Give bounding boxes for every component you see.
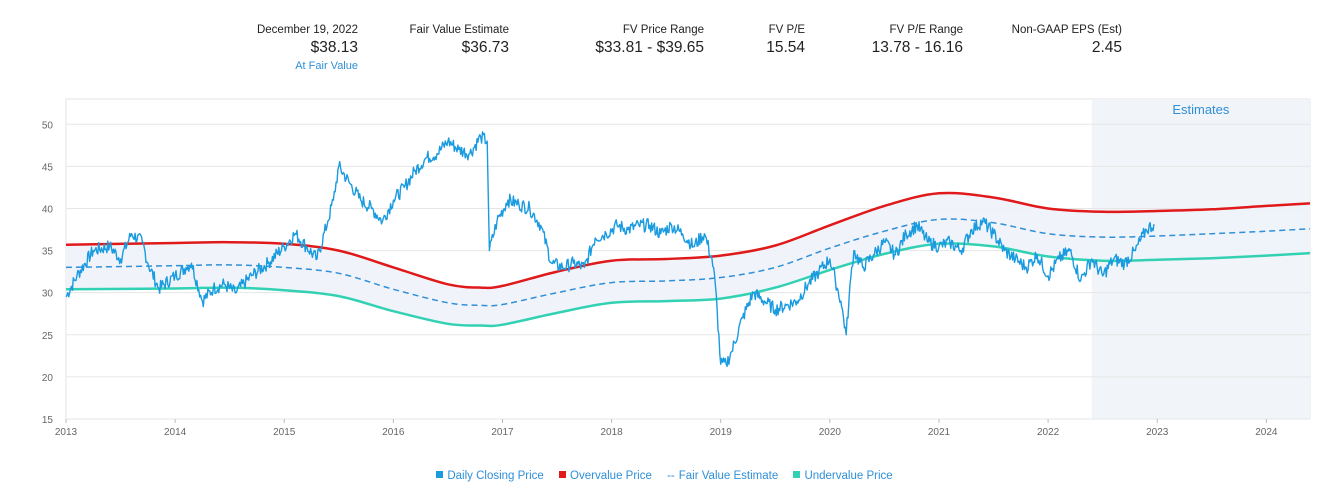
stat-eps: Non-GAAP EPS (Est) 2.45 (1012, 22, 1122, 58)
fair-value-line (65, 218, 1311, 307)
fv-pe-value: 15.54 (766, 39, 805, 56)
chart-legend: Daily Closing Price Overvalue Price -- Fa… (0, 470, 1329, 482)
valuation-status[interactable]: At Fair Value (295, 60, 358, 72)
x-tick-label: 2014 (164, 427, 187, 438)
undervalue-line (65, 242, 1311, 328)
fv-pe-range-label: FV P/E Range (889, 24, 963, 36)
overvalue-line (65, 191, 1311, 290)
y-tick-label: 45 (42, 162, 54, 173)
y-tick-label: 35 (42, 247, 54, 258)
x-tick-label: 2016 (382, 427, 405, 438)
fair-value-label: Fair Value Estimate (409, 24, 510, 36)
legend-label-overvalue: Overvalue Price (570, 470, 652, 482)
current-price: $38.13 (310, 39, 358, 56)
eps-label: Non-GAAP EPS (Est) (1011, 24, 1122, 36)
stat-fair-value: Fair Value Estimate $36.73 (410, 22, 510, 58)
legend-item-price[interactable]: Daily Closing Price (436, 470, 544, 482)
fair-value-estimate: $36.73 (461, 39, 509, 56)
legend-swatch-undervalue (793, 471, 801, 478)
legend-swatch-fair-value: -- (667, 470, 675, 482)
fv-pe-range-value: 13.78 - 16.16 (871, 39, 963, 56)
x-tick-label: 2019 (710, 427, 733, 438)
price-line (65, 131, 1155, 368)
stat-date-price: December 19, 2022 $38.13 At Fair Value (257, 22, 358, 74)
x-tick-label: 2024 (1255, 427, 1278, 438)
x-tick-label: 2018 (600, 427, 623, 438)
legend-label-undervalue: Undervalue Price (804, 470, 893, 482)
valuation-band (66, 193, 1310, 326)
legend-swatch-overvalue (559, 471, 567, 478)
fv-price-range: $33.81 - $39.65 (595, 39, 704, 56)
x-tick-label: 2015 (273, 427, 296, 438)
eps-value: 2.45 (1091, 39, 1122, 56)
x-tick-label: 2022 (1037, 427, 1060, 438)
stat-fv-pe-range: FV P/E Range 13.78 - 16.16 (872, 22, 963, 58)
y-tick-label: 40 (42, 204, 54, 215)
valuation-chart: Estimates 15 20 25 30 35 40 45 50 2013 2014 2015 201… (42, 98, 1311, 438)
x-tick-label: 2020 (819, 427, 842, 438)
x-tick-label: 2023 (1146, 427, 1169, 438)
legend-item-fair-value[interactable]: -- Fair Value Estimate (667, 470, 778, 482)
legend-label-price: Daily Closing Price (447, 470, 544, 482)
y-tick-label: 15 (42, 415, 54, 426)
estimates-label: Estimates (1172, 102, 1230, 117)
legend-item-overvalue[interactable]: Overvalue Price (559, 470, 652, 482)
fv-range-label: FV Price Range (622, 24, 704, 36)
stat-fv-pe: FV P/E 15.54 (766, 22, 805, 58)
y-tick-label: 20 (42, 373, 54, 384)
x-tick-label: 2021 (928, 427, 951, 438)
legend-label-fair-value: Fair Value Estimate (678, 470, 779, 482)
y-tick-label: 25 (42, 331, 54, 342)
y-tick-label: 50 (42, 120, 54, 131)
legend-swatch-price (436, 471, 444, 478)
x-tick-label: 2013 (55, 427, 78, 438)
stat-fv-range: FV Price Range $33.81 - $39.65 (595, 22, 704, 58)
date-label: December 19, 2022 (256, 24, 358, 36)
x-tick-label: 2017 (491, 427, 514, 438)
legend-item-undervalue[interactable]: Undervalue Price (793, 470, 893, 482)
fv-pe-label: FV P/E (768, 24, 805, 36)
y-tick-label: 30 (42, 289, 54, 300)
